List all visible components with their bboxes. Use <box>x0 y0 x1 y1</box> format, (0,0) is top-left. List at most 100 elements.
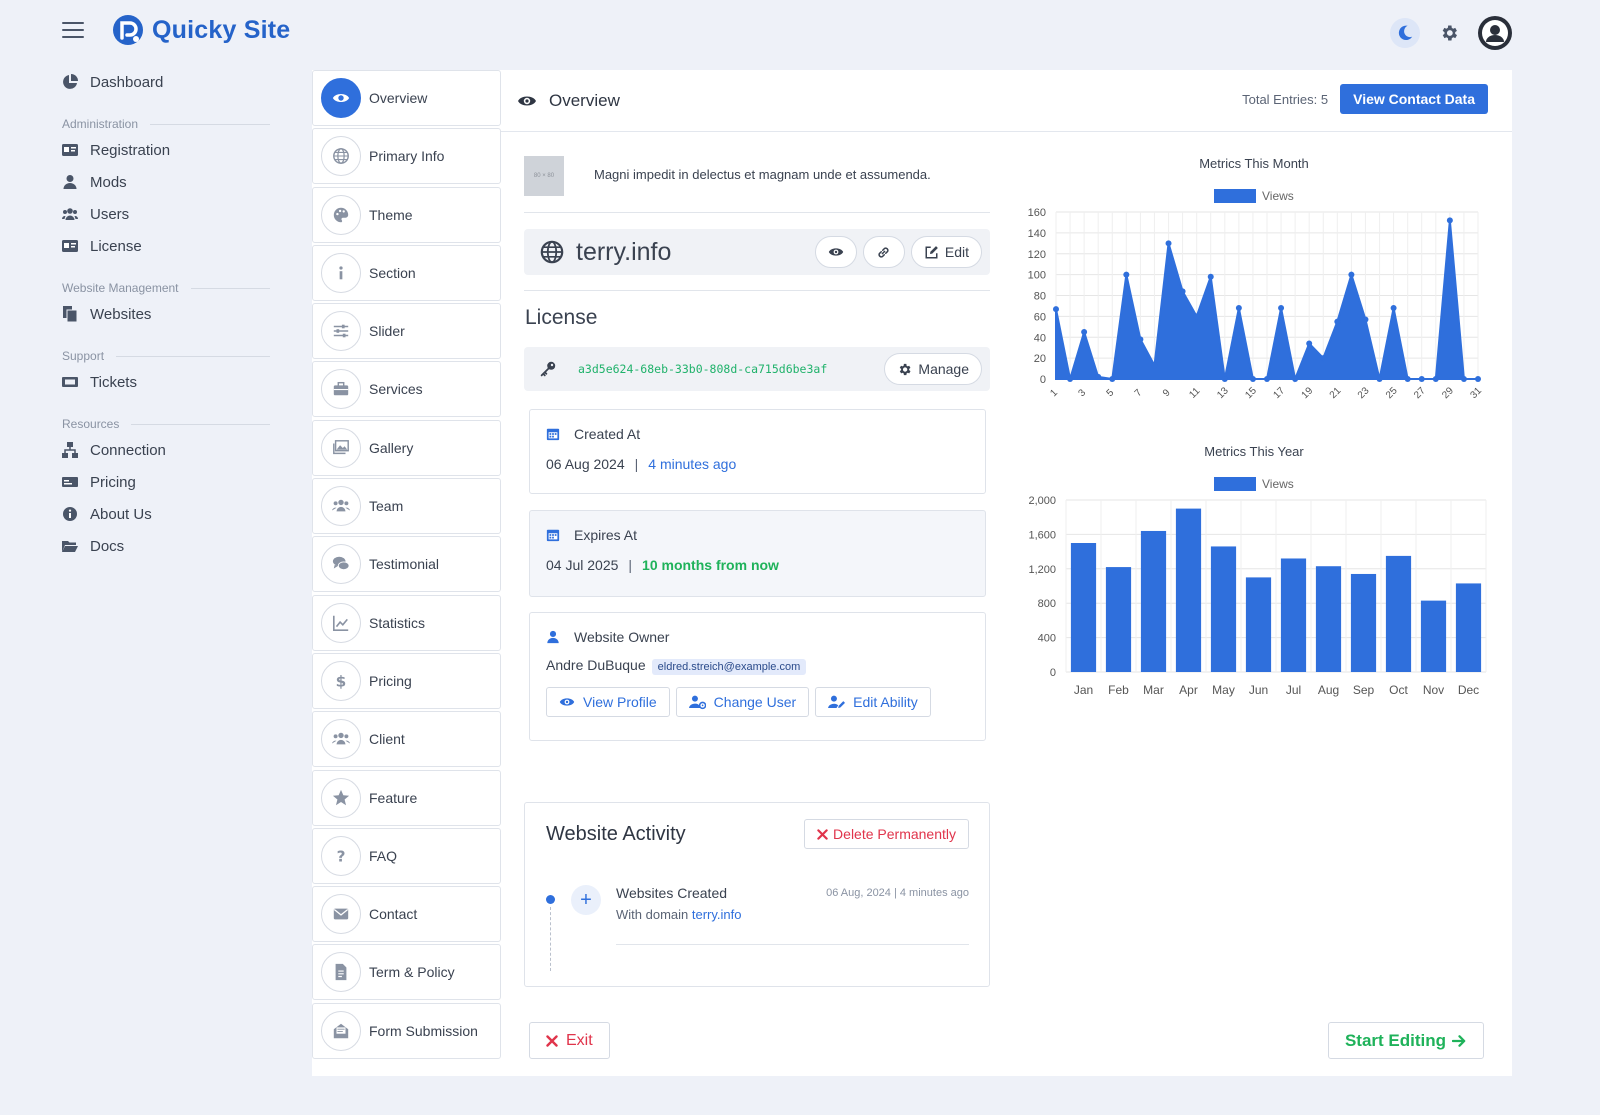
x-tick-label: Feb <box>1108 683 1129 697</box>
created-label: Created At <box>574 426 641 442</box>
eye-icon <box>559 698 575 706</box>
x-tick-label: Aug <box>1318 683 1339 697</box>
eye-icon <box>321 78 361 118</box>
y-tick-label: 140 <box>1028 228 1046 240</box>
bar-oct <box>1385 555 1412 672</box>
settings-button[interactable] <box>1434 18 1464 48</box>
tab-primary-info[interactable]: Primary Info <box>312 128 501 185</box>
theme-toggle-button[interactable] <box>1390 18 1420 48</box>
tab-team[interactable]: Team <box>312 478 501 535</box>
edit-label: Edit <box>944 244 969 260</box>
x-tick-label: 5 <box>1105 387 1117 399</box>
legend-label: Views <box>1262 189 1294 203</box>
tab-faq[interactable]: ? FAQ <box>312 827 501 884</box>
expires-date: 04 Jul 2025 <box>546 557 619 573</box>
nav-item-about-us[interactable]: About Us <box>62 498 270 530</box>
nav-item-pricing[interactable]: Pricing <box>62 466 270 498</box>
data-point <box>1376 376 1383 382</box>
plus-icon: + <box>571 885 601 915</box>
nav-item-connection[interactable]: Connection <box>62 434 270 466</box>
bar-jul <box>1280 558 1307 672</box>
tab-theme[interactable]: Theme <box>312 186 501 243</box>
start-editing-button[interactable]: Start Editing <box>1328 1022 1484 1059</box>
nav-item-websites[interactable]: Websites <box>62 298 270 330</box>
license-key[interactable]: a3d5e624-68eb-33b0-808d-ca715d6be3af <box>578 362 828 376</box>
tab-label: Team <box>369 498 404 515</box>
manage-license-button[interactable]: Manage <box>884 353 982 385</box>
network-icon <box>62 442 78 458</box>
tab-section[interactable]: Section <box>312 244 501 301</box>
chart-title: Metrics This Month <box>1199 156 1309 171</box>
envelope-open-icon <box>321 1010 361 1051</box>
tab-label: Primary Info <box>369 148 445 165</box>
license-bar: a3d5e624-68eb-33b0-808d-ca715d6be3af Man… <box>524 347 990 391</box>
delete-permanently-button[interactable]: Delete Permanently <box>804 819 969 849</box>
tab-gallery[interactable]: Gallery <box>312 419 501 476</box>
chart-metrics-this-year: Metrics This Year Views 0 400 800 1,200 1,600 2… <box>1028 444 1487 697</box>
info-circle-icon <box>63 507 77 521</box>
x-tick-label: Jan <box>1074 683 1093 697</box>
chart-metrics-this-month: Metrics This Month Views 0 20 40 60 80 100 120 14… <box>1028 156 1485 401</box>
nav-item-mods[interactable]: Mods <box>62 166 270 198</box>
nav-item-docs[interactable]: Docs <box>62 530 270 562</box>
user-avatar[interactable] <box>1478 16 1512 50</box>
tab-contact[interactable]: Contact <box>312 886 501 943</box>
data-point <box>1165 240 1172 247</box>
tab-overview[interactable]: Overview <box>312 70 501 126</box>
tab-feature[interactable]: Feature <box>312 769 501 826</box>
tab-label: Pricing <box>369 672 412 689</box>
x-tick-label: 9 <box>1161 387 1173 399</box>
eye-icon <box>518 96 536 105</box>
view-profile-button[interactable]: View Profile <box>546 687 670 717</box>
created-date: 06 Aug 2024 <box>546 456 625 472</box>
nav-item-dashboard[interactable]: Dashboard <box>62 66 270 98</box>
left-nav: Dashboard Administration Registration Mo… <box>62 66 270 562</box>
nav-item-label: Websites <box>90 305 152 323</box>
globe-icon <box>540 240 564 264</box>
nav-section-title: Support <box>62 346 270 366</box>
link-icon <box>878 246 889 258</box>
tab-label: Form Submission <box>369 1022 478 1039</box>
preview-site-button[interactable] <box>814 236 857 268</box>
nav-section-title: Resources <box>62 414 270 434</box>
activity-title: Website Activity <box>546 823 686 845</box>
y-tick-label: 160 <box>1028 207 1046 219</box>
moon-icon <box>1398 25 1413 41</box>
tab-services[interactable]: Services <box>312 361 501 418</box>
nav-item-registration[interactable]: Registration <box>62 134 270 166</box>
tab-statistics[interactable]: Statistics <box>312 594 501 651</box>
change-user-button[interactable]: Change User <box>675 687 810 717</box>
view-contact-data-button[interactable]: View Contact Data <box>1340 84 1488 114</box>
edit-ability-label: Edit Ability <box>853 694 918 710</box>
edit-ability-button[interactable]: Edit Ability <box>815 687 931 717</box>
bar-sep <box>1350 573 1377 672</box>
gear-icon <box>1442 25 1457 41</box>
tab-label: Theme <box>369 206 413 223</box>
data-point <box>1264 376 1270 382</box>
tab-slider[interactable]: Slider <box>312 303 501 360</box>
exit-button[interactable]: Exit <box>529 1022 610 1059</box>
exit-label: Exit <box>566 1031 593 1049</box>
owner-email[interactable]: eldred.streich@example.com <box>651 659 807 675</box>
data-point <box>1179 288 1186 295</box>
tab-term-policy[interactable]: Term & Policy <box>312 944 501 1001</box>
divider <box>524 290 990 291</box>
app-logo[interactable]: Quicky Site <box>112 14 290 46</box>
start-editing-label: Start Editing <box>1344 1030 1447 1050</box>
tab-pricing[interactable]: $ Pricing <box>312 652 501 709</box>
edit-site-button[interactable]: Edit <box>910 236 982 268</box>
activity-domain-link[interactable]: terry.info <box>691 907 742 922</box>
nav-item-users[interactable]: Users <box>62 198 270 230</box>
tab-form-submission[interactable]: Form Submission <box>312 1002 501 1059</box>
x-tick-label: Jun <box>1249 683 1268 697</box>
menu-toggle-button[interactable] <box>62 22 84 38</box>
tab-testimonial[interactable]: Testimonial <box>312 536 501 593</box>
tab-client[interactable]: Client <box>312 711 501 768</box>
x-tick-label: 11 <box>1187 385 1202 400</box>
copy-link-button[interactable] <box>862 236 905 268</box>
tab-label: Statistics <box>369 614 426 631</box>
nav-item-tickets[interactable]: Tickets <box>62 366 270 398</box>
nav-item-license[interactable]: License <box>62 230 270 262</box>
y-tick-label: 0 <box>1040 374 1046 386</box>
website-activity-card: Website Activity Delete Permanently + We… <box>524 802 990 987</box>
